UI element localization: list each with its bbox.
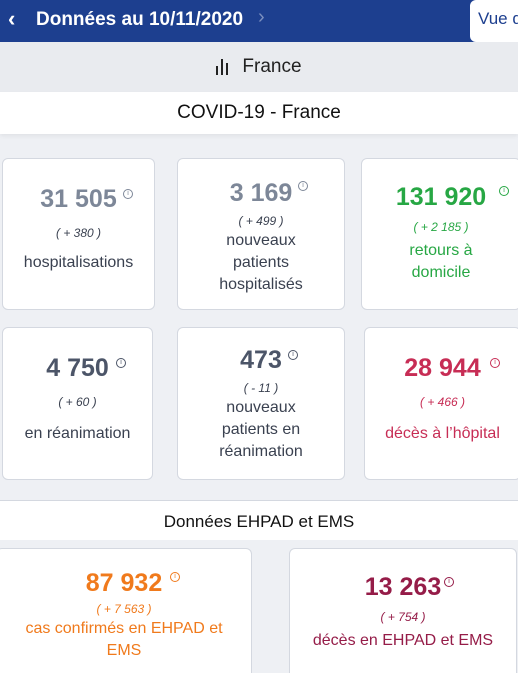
stat-card-new-hospitalised[interactable]: 3 169 i ( + 499 ) nouveaux patients hosp… (177, 158, 345, 310)
info-icon[interactable]: i (116, 358, 126, 368)
stat-value: 87 932 (85, 569, 163, 597)
stat-value: 13 263 (364, 573, 442, 601)
stat-value: 31 505 (40, 185, 117, 213)
info-icon[interactable]: i (170, 572, 180, 582)
chevron-left-icon[interactable]: ‹ (8, 6, 16, 31)
stat-value: 473 (240, 346, 282, 374)
stat-delta: ( + 754 ) (380, 610, 426, 624)
stat-label: retours à domicile (409, 242, 473, 281)
stat-card-returns-home[interactable]: 131 920 i ( + 2 185 ) retours à domicile (361, 158, 518, 310)
stat-label: nouveaux patients en réanimation (219, 399, 303, 460)
view-toggle-button[interactable]: Vue d (470, 0, 518, 42)
stat-delta: ( + 60 ) (58, 395, 97, 409)
stat-label: cas confirmés en EHPAD et EMS (25, 620, 223, 659)
info-icon[interactable]: i (490, 358, 500, 368)
chevron-right-icon[interactable]: › (258, 6, 265, 28)
stat-delta: ( + 7 563 ) (96, 602, 152, 616)
stat-value: 131 920 (395, 183, 487, 211)
stat-card-hospitalisations[interactable]: 31 505 i ( + 380 ) hospitalisations (2, 158, 155, 310)
subheader: COVID-19 - France (0, 92, 518, 134)
stat-label: décès à l’hôpital (385, 425, 500, 442)
stat-label: décès en EHPAD et EMS (312, 632, 494, 649)
stat-delta: ( + 466 ) (419, 395, 466, 409)
stat-delta: ( + 2 185 ) (413, 220, 469, 234)
subheader-title: COVID-19 - France (177, 102, 341, 123)
stat-value: 3 169 (229, 179, 293, 207)
stat-card-new-icu[interactable]: 473 i ( - 11 ) nouveaux patients en réan… (177, 327, 345, 480)
stat-card-hospital-deaths[interactable]: 28 944 i ( + 466 ) décès à l’hôpital (364, 327, 518, 480)
top-nav-bar: ‹ Données au 10/11/2020 › Vue d (0, 0, 518, 42)
info-icon[interactable]: i (444, 577, 454, 587)
stat-card-icu[interactable]: 4 750 i ( + 60 ) en réanimation (2, 327, 153, 480)
ehpad-section-title: Données EHPAD et EMS (0, 500, 518, 540)
info-icon[interactable]: i (298, 181, 308, 191)
stat-label: nouveaux patients hospitalisés (219, 232, 303, 293)
stat-value: 28 944 (404, 354, 481, 382)
stat-card-ehpad-cases[interactable]: 87 932 i ( + 7 563 ) cas confirmés en EH… (0, 548, 252, 673)
info-icon[interactable]: i (499, 186, 509, 196)
info-icon[interactable]: i (123, 189, 133, 199)
stat-delta: ( - 11 ) (243, 381, 279, 395)
ehpad-title-text: Données EHPAD et EMS (163, 512, 355, 531)
region-selector[interactable]: France (0, 42, 518, 92)
stat-label: hospitalisations (23, 254, 134, 271)
page-title: Données au 10/11/2020 (36, 9, 244, 30)
stat-delta: ( + 499 ) (238, 214, 284, 228)
bar-chart-icon (216, 59, 229, 75)
stat-label: en réanimation (24, 425, 131, 442)
stat-card-ehpad-deaths[interactable]: 13 263 i ( + 754 ) décès en EHPAD et EMS (289, 548, 517, 673)
info-icon[interactable]: i (288, 350, 298, 360)
stat-value: 4 750 (46, 354, 109, 382)
region-label: France (242, 56, 302, 77)
stat-delta: ( + 380 ) (55, 226, 102, 240)
